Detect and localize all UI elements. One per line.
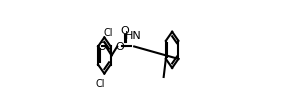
Text: O: O bbox=[116, 42, 124, 52]
Text: O: O bbox=[97, 42, 106, 52]
Text: HN: HN bbox=[125, 31, 141, 41]
Text: Cl: Cl bbox=[96, 78, 105, 88]
Text: O: O bbox=[121, 25, 130, 35]
Text: Cl: Cl bbox=[104, 28, 113, 38]
